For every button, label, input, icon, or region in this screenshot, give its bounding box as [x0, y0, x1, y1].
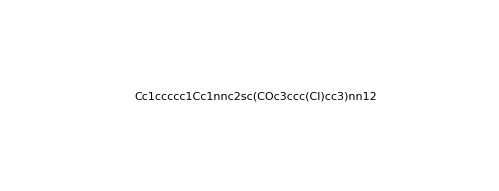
Text: Cc1ccccc1Cc1nnc2sc(COc3ccc(Cl)cc3)nn12: Cc1ccccc1Cc1nnc2sc(COc3ccc(Cl)cc3)nn12 — [134, 91, 377, 101]
